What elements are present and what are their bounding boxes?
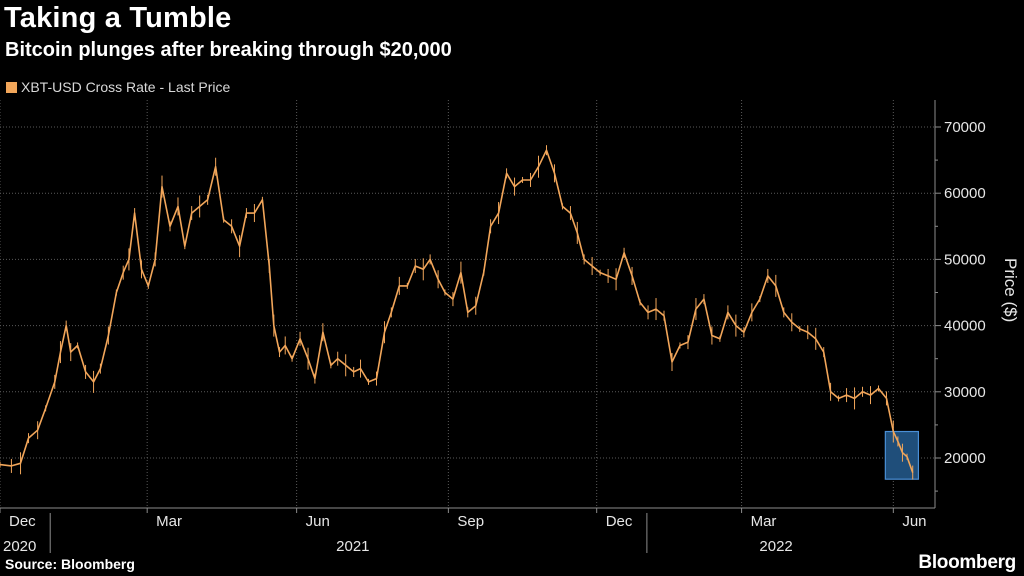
chart-subtitle: Bitcoin plunges after breaking through $… <box>5 39 452 61</box>
bloomberg-logo: Bloomberg <box>918 552 1016 573</box>
source-note: Source: Bloomberg <box>5 556 135 572</box>
x-year-label: 2021 <box>336 538 369 555</box>
x-tick-label: Jun <box>306 513 330 530</box>
x-tick-label: Mar <box>156 513 182 530</box>
x-year-label: 2022 <box>759 538 792 555</box>
highlight-box <box>884 430 920 480</box>
x-tick-label: Sep <box>457 513 484 530</box>
y-tick-label: 50000 <box>944 251 986 268</box>
legend-label: XBT-USD Cross Rate - Last Price <box>21 79 231 95</box>
x-tick-label: Mar <box>751 513 777 530</box>
y-tick-label: 40000 <box>944 318 986 335</box>
chart-title: Taking a Tumble <box>4 2 232 34</box>
y-tick-label: 70000 <box>944 119 986 136</box>
chart-legend: XBT-USD Cross Rate - Last Price <box>6 79 230 95</box>
x-tick-label: Dec <box>606 513 633 530</box>
legend-swatch <box>6 81 17 93</box>
x-year-label: 2020 <box>3 538 36 555</box>
price-line <box>0 149 914 473</box>
x-tick-label: Dec <box>9 513 36 530</box>
y-tick-label: 30000 <box>944 384 986 401</box>
x-tick-label: Jun <box>902 513 926 530</box>
y-tick-label: 20000 <box>944 450 986 467</box>
y-tick-label: 60000 <box>944 185 986 202</box>
y-axis-title: Price ($) <box>1001 258 1020 322</box>
